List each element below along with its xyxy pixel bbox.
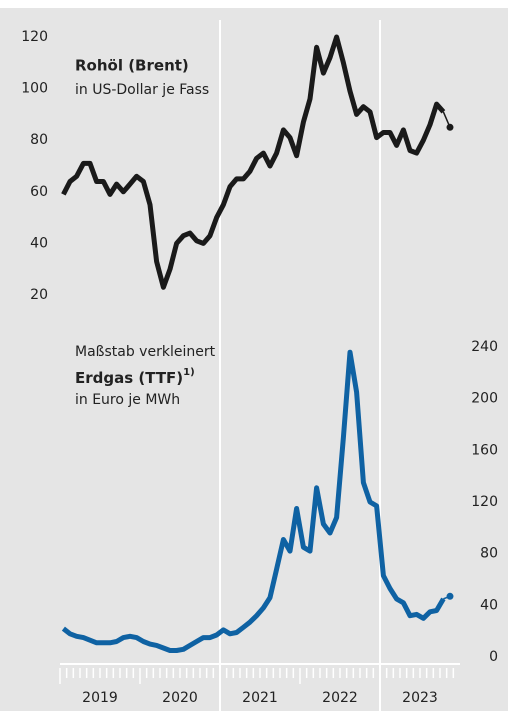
subtitle: in Euro je MWh <box>75 392 180 408</box>
title: Erdgas (TTF)1) <box>75 367 195 387</box>
footnote-mark: 1) <box>183 367 195 378</box>
y-tick-label: 0 <box>489 649 498 665</box>
annotation: Maßstab verkleinert <box>75 344 216 360</box>
subtitle: in US-Dollar je Fass <box>75 82 209 98</box>
y-tick-label: 40 <box>30 235 48 251</box>
y-tick-label: 120 <box>21 29 48 45</box>
title: Erdgas (TTF) <box>75 369 183 387</box>
y-tick-label: 100 <box>21 81 48 97</box>
y-tick-label: 60 <box>30 184 48 200</box>
x-tick-label: 2020 <box>162 690 198 706</box>
line <box>61 34 446 290</box>
y-tick-label: 80 <box>30 132 48 148</box>
end-point <box>446 123 454 131</box>
title: Rohöl (Brent) <box>75 57 189 75</box>
x-tick-label: 2021 <box>242 690 278 706</box>
y-tick-label: 20 <box>30 287 48 303</box>
line <box>61 349 446 653</box>
y-tick-label: 120 <box>471 494 498 510</box>
y-tick-label: 40 <box>480 597 498 613</box>
y-tick-label: 80 <box>480 546 498 562</box>
x-tick-label: 2022 <box>322 690 358 706</box>
end-point <box>446 592 454 600</box>
panel <box>0 8 508 711</box>
x-tick-label: 2019 <box>82 690 118 706</box>
x-tick-label: 2023 <box>402 690 438 706</box>
y-tick-label: 200 <box>471 391 498 407</box>
y-tick-label: 240 <box>471 339 498 355</box>
y-tick-label: 160 <box>471 442 498 458</box>
